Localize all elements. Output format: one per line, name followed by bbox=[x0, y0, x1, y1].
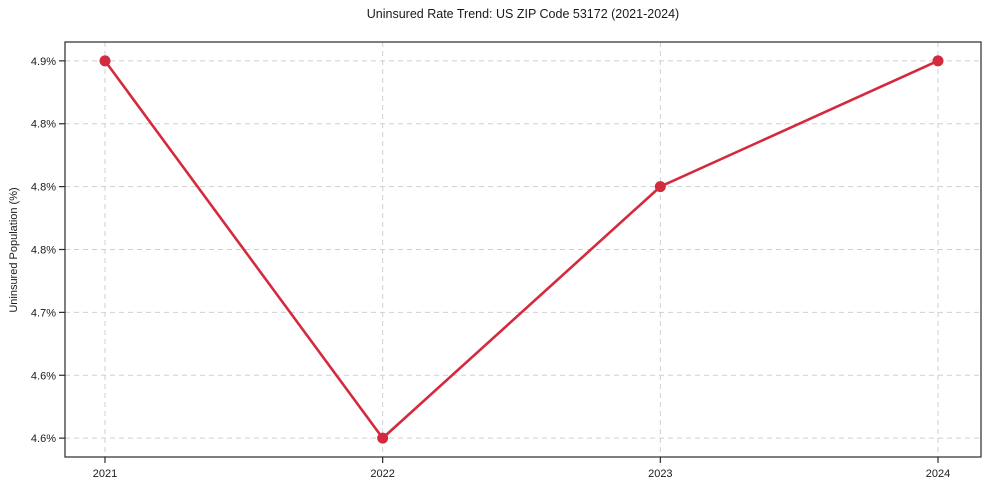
y-tick-label: 4.6% bbox=[31, 433, 56, 445]
data-point bbox=[377, 432, 389, 444]
y-tick-label: 4.8% bbox=[31, 245, 56, 257]
y-tick-label: 4.8% bbox=[31, 119, 56, 131]
x-tick-label: 2024 bbox=[926, 468, 950, 480]
x-tick-label: 2023 bbox=[648, 468, 672, 480]
x-tick-label: 2022 bbox=[370, 468, 394, 480]
y-tick-label: 4.6% bbox=[31, 370, 56, 382]
y-tick-label: 4.7% bbox=[31, 307, 56, 319]
chart-title: Uninsured Rate Trend: US ZIP Code 53172 … bbox=[366, 7, 680, 21]
data-point bbox=[654, 181, 666, 193]
trend-line bbox=[103, 59, 940, 441]
y-tick-label: 4.9% bbox=[31, 56, 56, 68]
data-point bbox=[99, 55, 111, 67]
data-point bbox=[932, 55, 944, 67]
y-tick-label: 4.8% bbox=[31, 182, 56, 194]
x-tick-label: 2021 bbox=[93, 468, 117, 480]
